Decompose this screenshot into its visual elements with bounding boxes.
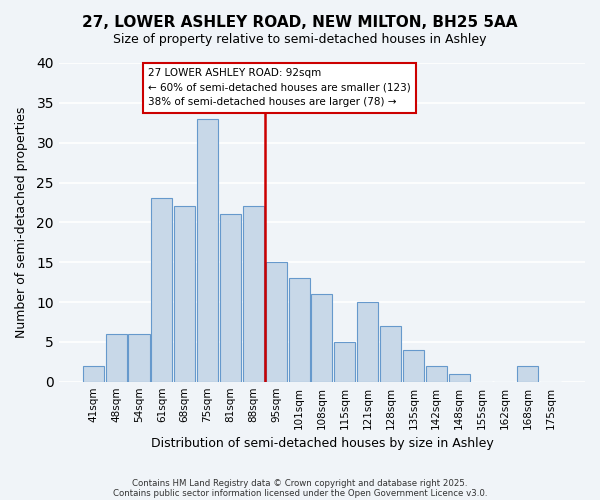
Bar (128, 334, 149, 382)
Bar (266, 262, 287, 382)
Bar (311, 294, 332, 382)
Bar (83, 366, 104, 382)
Bar (426, 366, 447, 382)
Bar (174, 206, 195, 382)
Text: Contains public sector information licensed under the Open Government Licence v3: Contains public sector information licen… (113, 488, 487, 498)
Text: Size of property relative to semi-detached houses in Ashley: Size of property relative to semi-detach… (113, 32, 487, 46)
Bar (197, 119, 218, 382)
Bar (334, 342, 355, 382)
Text: Contains HM Land Registry data © Crown copyright and database right 2025.: Contains HM Land Registry data © Crown c… (132, 478, 468, 488)
Text: 27, LOWER ASHLEY ROAD, NEW MILTON, BH25 5AA: 27, LOWER ASHLEY ROAD, NEW MILTON, BH25 … (82, 15, 518, 30)
Text: 27 LOWER ASHLEY ROAD: 92sqm
← 60% of semi-detached houses are smaller (123)
38% : 27 LOWER ASHLEY ROAD: 92sqm ← 60% of sem… (148, 68, 411, 108)
Bar (106, 334, 127, 382)
Bar (517, 366, 538, 382)
Bar (220, 214, 241, 382)
Bar (151, 198, 172, 382)
Bar (357, 302, 378, 382)
Bar (449, 374, 470, 382)
Bar (243, 206, 264, 382)
Y-axis label: Number of semi-detached properties: Number of semi-detached properties (15, 106, 28, 338)
Bar (380, 326, 401, 382)
Bar (403, 350, 424, 382)
Bar (289, 278, 310, 382)
X-axis label: Distribution of semi-detached houses by size in Ashley: Distribution of semi-detached houses by … (151, 437, 493, 450)
